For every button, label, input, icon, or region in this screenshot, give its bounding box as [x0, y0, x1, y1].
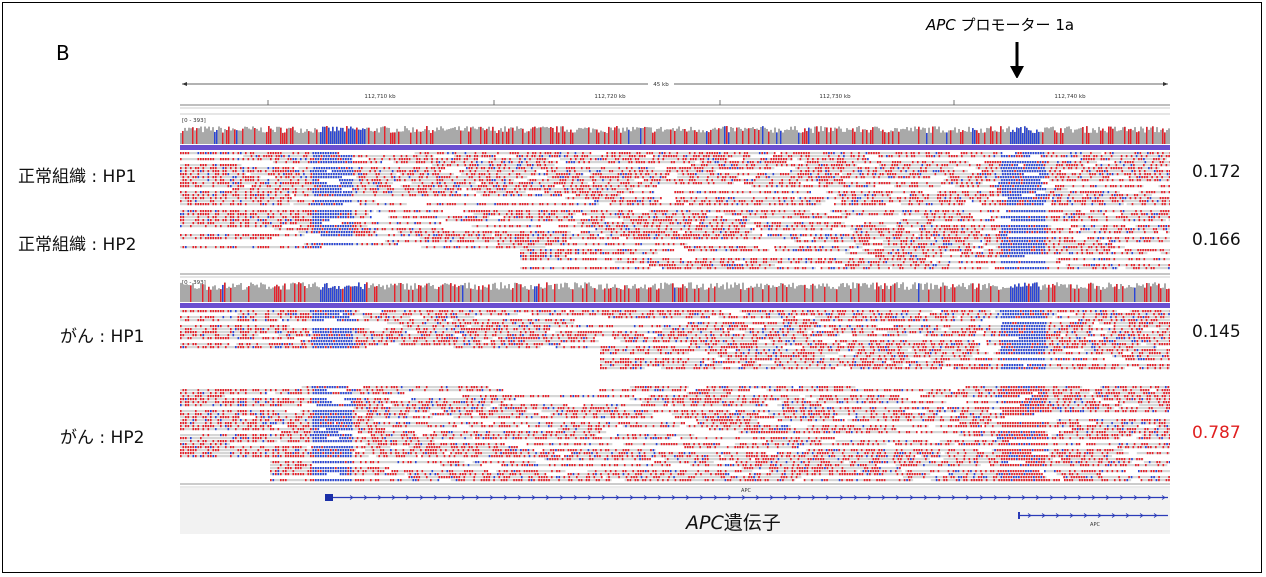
reads-track-normal: [180, 152, 1170, 270]
methylation-value-normal-hp2: 0.166: [1192, 230, 1241, 250]
gene-track: APC APC: [180, 483, 1170, 534]
gene-title-name: APC: [686, 512, 724, 534]
region-size-label: 45 kb: [653, 82, 669, 88]
row-label-normal-hp1: 正常組織 : HP1: [18, 167, 137, 187]
promoter-label: APC プロモーター 1a: [926, 14, 1074, 35]
gene-isoform-label: APC: [1090, 522, 1100, 528]
ruler: 45 kb 112,710 kb 112,720 kb 112,730 kb 1…: [180, 79, 1170, 115]
reads-track-cancer: [180, 310, 1170, 482]
promoter-suffix: プロモーター 1a: [955, 16, 1075, 34]
row-label-cancer-hp2: がん : HP2: [60, 428, 145, 448]
coverage-range-label-1: [0 - 393]: [182, 118, 206, 124]
coverage-track-normal: [180, 126, 1170, 144]
tick-label-2: 112,720 kb: [594, 94, 626, 100]
methylation-value-cancer-hp1: 0.145: [1192, 322, 1241, 342]
down-arrow-icon: [1010, 42, 1024, 79]
methylation-value-cancer-hp2: 0.787: [1192, 423, 1241, 443]
promoter-gene: APC: [926, 16, 956, 34]
igv-browser-view[interactable]: 45 kb 112,710 kb 112,720 kb 112,730 kb 1…: [180, 78, 1170, 534]
methylation-value-normal-hp1: 0.172: [1192, 162, 1241, 182]
tick-label-4: 112,740 kb: [1054, 94, 1086, 100]
gene-annotation-label: APC: [741, 488, 751, 494]
separator-bar-cancer: [180, 303, 1170, 308]
tick-label-1: 112,710 kb: [364, 94, 396, 100]
coverage-track-cancer: [180, 282, 1170, 302]
gene-title: APC遺伝子: [686, 508, 781, 535]
gene-title-suffix: 遺伝子: [723, 512, 781, 534]
igv-canvas: 45 kb 112,710 kb 112,720 kb 112,730 kb 1…: [180, 79, 1170, 534]
coverage-range-label-2: [0 - 393]: [182, 280, 206, 286]
separator-bar-normal: [180, 145, 1170, 150]
row-label-normal-hp2: 正常組織 : HP2: [18, 235, 137, 255]
row-label-cancer-hp1: がん : HP1: [60, 327, 145, 347]
gene-exon: [325, 494, 333, 501]
panel-letter: B: [56, 41, 70, 65]
tick-label-3: 112,730 kb: [819, 94, 851, 100]
